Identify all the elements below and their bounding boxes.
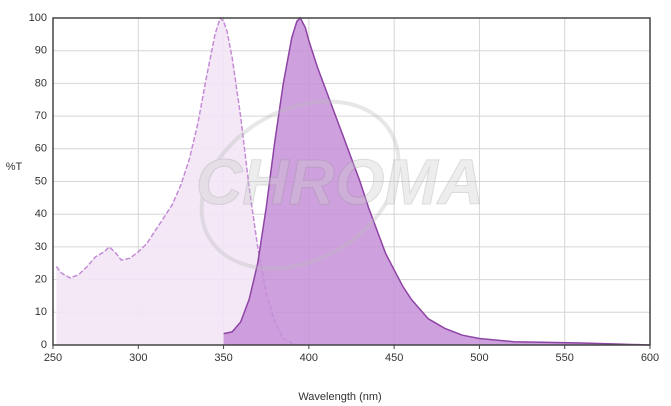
y-tick-label: 80 [35, 77, 47, 89]
area-fill [56, 18, 301, 345]
plot-border [52, 17, 651, 346]
watermark-swoosh [199, 99, 401, 271]
y-tick-label: 40 [35, 208, 47, 220]
y-tick-label: 70 [35, 110, 47, 122]
y-tick-label: 0 [41, 339, 47, 351]
x-tick-label: 600 [641, 352, 659, 364]
area-line [55, 16, 301, 346]
y-tick-label: 10 [35, 306, 47, 318]
y-tick-label: 50 [35, 175, 47, 187]
watermark: CHROMA [196, 146, 484, 218]
y-tick-label: 100 [29, 12, 47, 24]
x-axis-label: Wavelength (nm) [298, 391, 381, 403]
x-tick-label: 450 [385, 352, 403, 364]
x-tick-label: 500 [470, 352, 488, 364]
ticks: 0 10 20 30 40 50 60 70 80 90 100 250 300 350 400 450 500… [29, 12, 660, 364]
x-tick-label: 350 [214, 352, 232, 364]
x-tick-label: 400 [300, 352, 318, 364]
x-tick-label: 250 [44, 352, 62, 364]
area-line [223, 16, 651, 346]
x-tick-label: 550 [556, 352, 574, 364]
area-fill [223, 18, 650, 345]
y-tick-label: 20 [35, 274, 47, 286]
x-tick-label: 300 [129, 352, 147, 364]
y-tick-label: 90 [35, 45, 47, 57]
watermark-group: CHROMA [196, 99, 484, 271]
y-axis-label: %T [6, 161, 23, 173]
plot-area [55, 16, 651, 346]
y-tick-label: 60 [35, 143, 47, 155]
y-tick-label: 30 [35, 241, 47, 253]
